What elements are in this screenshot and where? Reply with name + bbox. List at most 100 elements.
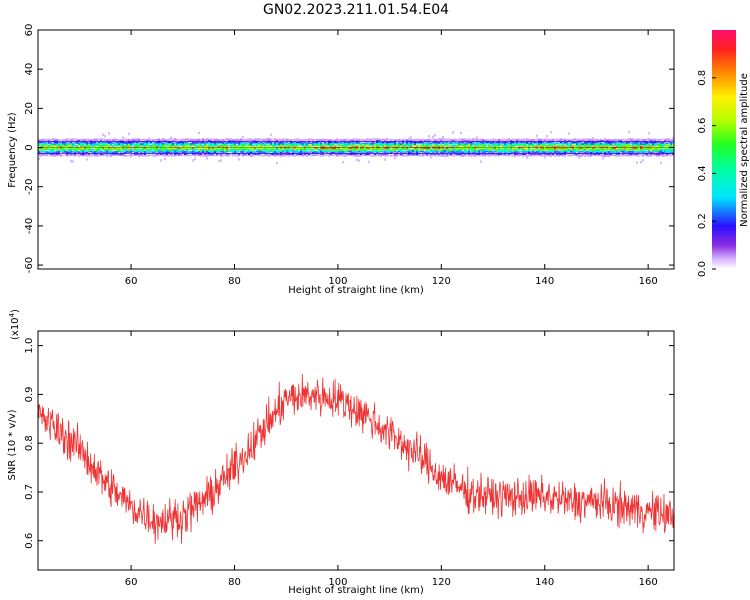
heatmap-cell bbox=[202, 142, 205, 145]
heatmap-cell bbox=[580, 142, 583, 145]
heatmap-cell bbox=[484, 150, 487, 153]
heatmap-cell bbox=[496, 140, 499, 144]
heatmap-cell bbox=[142, 140, 145, 143]
heatmap-cell bbox=[530, 148, 533, 151]
heatmap-cell bbox=[638, 152, 641, 155]
heatmap-cell bbox=[548, 148, 551, 151]
heatmap-cell bbox=[374, 142, 377, 145]
heatmap-cell bbox=[386, 143, 389, 145]
heatmap-cell bbox=[222, 144, 225, 147]
heatmap-cell bbox=[516, 140, 519, 143]
heatmap-cell bbox=[292, 148, 295, 151]
heatmap-cell bbox=[502, 153, 505, 156]
heatmap-cell bbox=[150, 140, 153, 143]
heatmap-cell bbox=[508, 148, 511, 151]
heatmap-cell bbox=[464, 144, 467, 147]
heatmap-cell bbox=[122, 139, 125, 141]
heatmap-cell bbox=[114, 154, 117, 156]
heatmap-cell bbox=[134, 148, 137, 151]
heatmap-cell bbox=[320, 145, 323, 148]
heatmap-cell bbox=[230, 144, 233, 147]
heatmap-cell bbox=[662, 144, 665, 148]
heatmap-cell bbox=[668, 138, 671, 142]
heatmap-cell bbox=[366, 147, 369, 149]
heatmap-cell bbox=[58, 149, 61, 153]
heatmap-cell bbox=[256, 152, 259, 155]
heatmap-cell bbox=[438, 142, 441, 145]
heatmap-cell bbox=[324, 144, 327, 147]
heatmap-cell bbox=[366, 152, 369, 155]
heatmap-cell bbox=[374, 153, 377, 155]
heatmap-cell bbox=[586, 151, 589, 153]
heatmap-cell bbox=[640, 154, 643, 156]
heatmap-cell bbox=[278, 138, 281, 142]
heatmap-cell bbox=[58, 152, 61, 155]
heatmap-cell bbox=[154, 138, 157, 142]
heatmap-cell bbox=[522, 150, 525, 153]
heatmap-cell bbox=[434, 148, 437, 151]
heatmap-cell bbox=[566, 139, 569, 141]
heatmap-cell bbox=[540, 152, 543, 155]
heatmap-cell bbox=[46, 144, 49, 147]
heatmap-cell bbox=[88, 152, 91, 155]
heatmap-cell bbox=[594, 144, 597, 147]
heatmap-cell bbox=[48, 143, 51, 145]
heatmap-cell bbox=[326, 140, 329, 143]
heatmap-cell bbox=[452, 148, 455, 151]
heatmap-y-tick-label: -40 bbox=[24, 218, 35, 234]
heatmap-cell bbox=[480, 150, 483, 152]
heatmap-cell bbox=[452, 154, 455, 157]
heatmap-cell bbox=[210, 150, 213, 153]
heatmap-cell bbox=[584, 152, 587, 155]
heatmap-cell bbox=[308, 150, 311, 152]
heatmap-cell bbox=[648, 142, 651, 146]
heatmap-cell bbox=[122, 140, 125, 143]
heatmap-cell bbox=[180, 139, 183, 141]
heatmap-cell bbox=[434, 140, 437, 144]
heatmap-cell bbox=[392, 139, 395, 141]
heatmap-cell bbox=[314, 154, 317, 156]
heatmap-cell bbox=[364, 148, 367, 151]
snr-y-axis-label: SNR (10 * v/v) bbox=[7, 409, 18, 480]
heatmap-cell bbox=[360, 142, 363, 146]
heatmap-cell bbox=[302, 148, 305, 151]
heatmap-cell bbox=[234, 140, 237, 143]
heatmap-cell bbox=[102, 138, 105, 142]
heatmap-cell bbox=[384, 150, 387, 153]
heatmap-cell bbox=[362, 140, 365, 143]
heatmap-cell bbox=[334, 140, 337, 144]
heatmap-cell bbox=[520, 140, 523, 143]
heatmap-cell bbox=[548, 150, 551, 153]
heatmap-cell bbox=[546, 143, 549, 145]
heatmap-cell bbox=[322, 150, 325, 152]
heatmap-cell bbox=[276, 143, 279, 145]
heatmap-cell bbox=[506, 144, 509, 148]
heatmap-cell bbox=[396, 150, 399, 153]
heatmap-cell bbox=[230, 150, 233, 152]
heatmap-cell bbox=[160, 152, 163, 155]
heatmap-cell bbox=[600, 150, 603, 152]
heatmap-cell bbox=[526, 138, 529, 142]
heatmap-cell bbox=[316, 144, 319, 147]
heatmap-cell bbox=[414, 140, 417, 144]
heatmap-cell bbox=[430, 144, 433, 147]
heatmap-cell bbox=[144, 138, 147, 141]
heatmap-cell bbox=[322, 140, 325, 143]
heatmap-cell bbox=[624, 148, 627, 151]
heatmap-cell bbox=[290, 150, 293, 152]
heatmap-cell bbox=[644, 144, 647, 148]
heatmap-cell bbox=[252, 139, 255, 141]
heatmap-cell bbox=[242, 144, 245, 147]
heatmap-cell bbox=[602, 157, 604, 160]
heatmap-cell bbox=[128, 152, 131, 154]
heatmap-cell bbox=[648, 154, 651, 157]
heatmap-cell bbox=[672, 138, 674, 142]
heatmap-cell bbox=[424, 148, 427, 150]
heatmap-cell bbox=[238, 148, 241, 151]
heatmap-cell bbox=[362, 142, 365, 145]
heatmap-cell bbox=[666, 138, 669, 142]
heatmap-cell bbox=[608, 140, 611, 144]
heatmap-cell bbox=[162, 148, 165, 151]
heatmap-cell bbox=[412, 148, 415, 151]
heatmap-cell bbox=[400, 153, 403, 157]
